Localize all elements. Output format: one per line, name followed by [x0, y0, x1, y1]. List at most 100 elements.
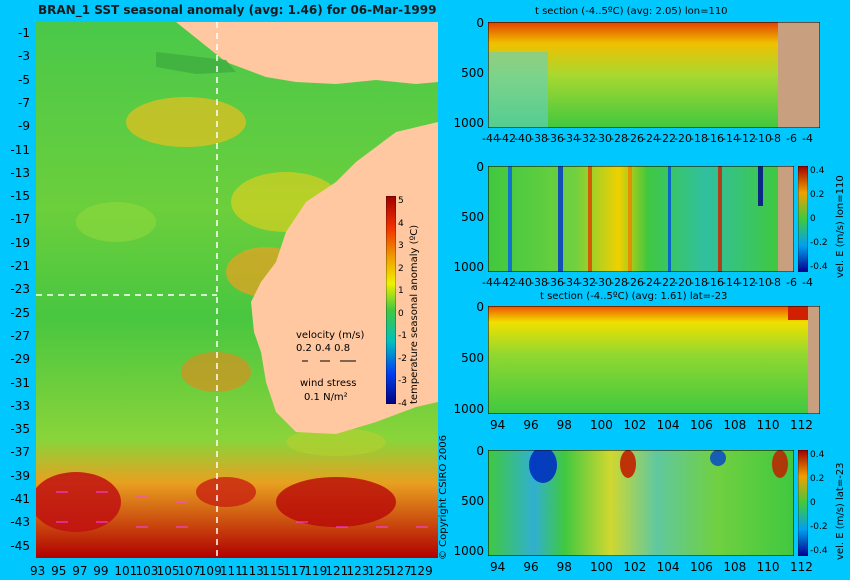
lat-tick-label: -21: [10, 259, 30, 273]
panel1-xtick: -18: [690, 132, 708, 145]
lat-tick-label: -29: [10, 352, 30, 367]
panel2-xtick: -36: [546, 276, 564, 289]
lat-tick-label: -31: [10, 375, 30, 390]
panel3-xtick: 110: [756, 418, 780, 432]
panel2-colorbar-tick: -0.2: [810, 238, 828, 248]
map-title: BRAN_1 SST seasonal anomaly (avg: 1.46) …: [38, 3, 437, 17]
panel1-xtick: -20: [674, 132, 692, 145]
map-colorbar-label: temperature seasonal anomaly (ºC): [409, 224, 420, 404]
panel4-xtick: 108: [723, 560, 747, 574]
panel1-xtick: -22: [658, 132, 676, 145]
lon-tick-label: 95: [51, 564, 67, 578]
lat-tick-label: -9: [18, 119, 30, 134]
panel1-xtick: -12: [738, 132, 756, 145]
panel3-xtick: 112: [790, 418, 813, 432]
panel1-xtick: -30: [594, 132, 612, 145]
panel2-xtick: -10: [754, 276, 772, 289]
panel3-xtick: 104: [656, 418, 680, 432]
panel3-xtick: 108: [723, 418, 747, 432]
lon-tick-label: 103: [135, 564, 159, 578]
panel2-xtick: -40: [514, 276, 532, 289]
panel4-xtick: 96: [523, 560, 539, 574]
panel4-xtick: 110: [756, 560, 780, 574]
panel2-xtick: -28: [610, 276, 628, 289]
panel2-colorbar-label: vel. E (m/s) lon=110: [835, 175, 846, 278]
panel2-xtick: -8: [770, 276, 781, 289]
panel1-plot: [488, 22, 820, 128]
panel3-ytick: 0: [476, 300, 484, 314]
panel2-xtick: -24: [642, 276, 660, 289]
lat-tick-label: -17: [10, 212, 30, 227]
panel2-ytick: 1000: [453, 259, 484, 274]
panel1-xtick: -38: [530, 132, 548, 145]
lon-tick-label: 115: [262, 564, 285, 578]
lat-tick-label: -33: [10, 398, 30, 413]
panel3-title: t section (-4..5ºC) (avg: 1.61) lat=-23: [540, 291, 728, 302]
panel4-colorbar-tick: -0.4: [810, 546, 828, 556]
panel1-xtick: -26: [626, 132, 644, 145]
panel4-colorbar-tick: 0.2: [810, 474, 825, 484]
velocity-legend-scale: 0.2 0.4 0.8: [296, 343, 351, 354]
panel3-xtick: 100: [590, 418, 613, 432]
lon-tick-label: 125: [367, 564, 391, 578]
panel3-ytick: 1000: [453, 401, 484, 416]
panel2-colorbar-tick: 0.2: [810, 190, 825, 200]
lon-tick-label: 107: [177, 564, 201, 578]
lon-tick-label: 101: [114, 564, 138, 578]
panel3-xtick: 102: [623, 418, 647, 432]
lon-tick-label: 99: [93, 564, 109, 578]
panel2-xtick: -22: [658, 276, 676, 289]
panel4-ytick: 0: [476, 444, 484, 458]
panel1-xtick: -40: [514, 132, 532, 145]
map-colorbar-tick: -1: [398, 331, 407, 341]
panel3-plot: [488, 306, 820, 414]
panel4-xtick: 100: [590, 560, 613, 574]
map-colorbar-tick: 0: [398, 308, 404, 319]
panel1-ytick: 500: [461, 65, 484, 80]
panel4-ytick: 500: [461, 493, 484, 508]
map-colorbar-tick: 1: [398, 286, 404, 296]
map-colorbar-tick: 3: [398, 241, 404, 251]
lon-tick-label: 97: [72, 564, 88, 578]
panel2-xtick: -6: [786, 276, 797, 289]
panel2-xtick: -42: [498, 276, 516, 289]
lon-tick-label: 127: [388, 564, 412, 578]
panel2-ytick: 0: [476, 160, 484, 174]
panel2-xtick: -44: [482, 276, 500, 289]
panel1-xtick: -16: [706, 132, 724, 145]
lon-tick-label: 117: [283, 564, 307, 578]
panel4-plot: [488, 450, 794, 556]
lon-tick-label: 129: [409, 564, 433, 578]
map-colorbar-tick: -2: [398, 353, 407, 364]
panel4-colorbar-tick: 0.4: [810, 450, 825, 460]
lon-tick-label: 105: [156, 564, 180, 578]
panel3-ytick: 500: [461, 350, 484, 365]
panel4-xtick: 104: [656, 560, 680, 574]
panel1-ytick: 1000: [453, 115, 484, 130]
lat-tick-label: -7: [18, 95, 30, 110]
map-colorbar: [386, 196, 396, 404]
panel2-xtick: -32: [578, 276, 596, 289]
panel4-colorbar-label: vel. E (m/s) lat=-23: [835, 462, 846, 560]
panel1-xtick: -8: [770, 132, 781, 145]
panel2-xtick: -12: [738, 276, 756, 289]
panel3-xtick: 106: [690, 418, 713, 432]
map-colorbar-tick: -3: [398, 376, 407, 386]
lat-tick-label: -23: [10, 282, 30, 297]
lat-tick-label: -25: [10, 305, 30, 320]
panel1-xtick: -14: [722, 132, 740, 145]
map-colorbar-tick: 5: [398, 196, 404, 206]
panel1-xtick: -24: [642, 132, 660, 145]
lon-tick-label: 121: [325, 564, 349, 578]
lat-tick-label: -15: [10, 189, 30, 204]
lon-tick-label: 109: [198, 564, 222, 578]
panel1-title: t section (-4..5ºC) (avg: 2.05) lon=110: [535, 6, 728, 17]
panel2-colorbar: [798, 166, 808, 272]
wind-legend-value: 0.1 N/m²: [304, 392, 348, 403]
velocity-legend-title: velocity (m/s): [296, 330, 365, 341]
lat-tick-label: -3: [18, 49, 30, 64]
lon-tick-label: 93: [30, 564, 46, 578]
lat-tick-label: -41: [10, 492, 30, 506]
lat-tick-label: -39: [10, 468, 30, 483]
panel2-xtick: -18: [690, 276, 708, 289]
